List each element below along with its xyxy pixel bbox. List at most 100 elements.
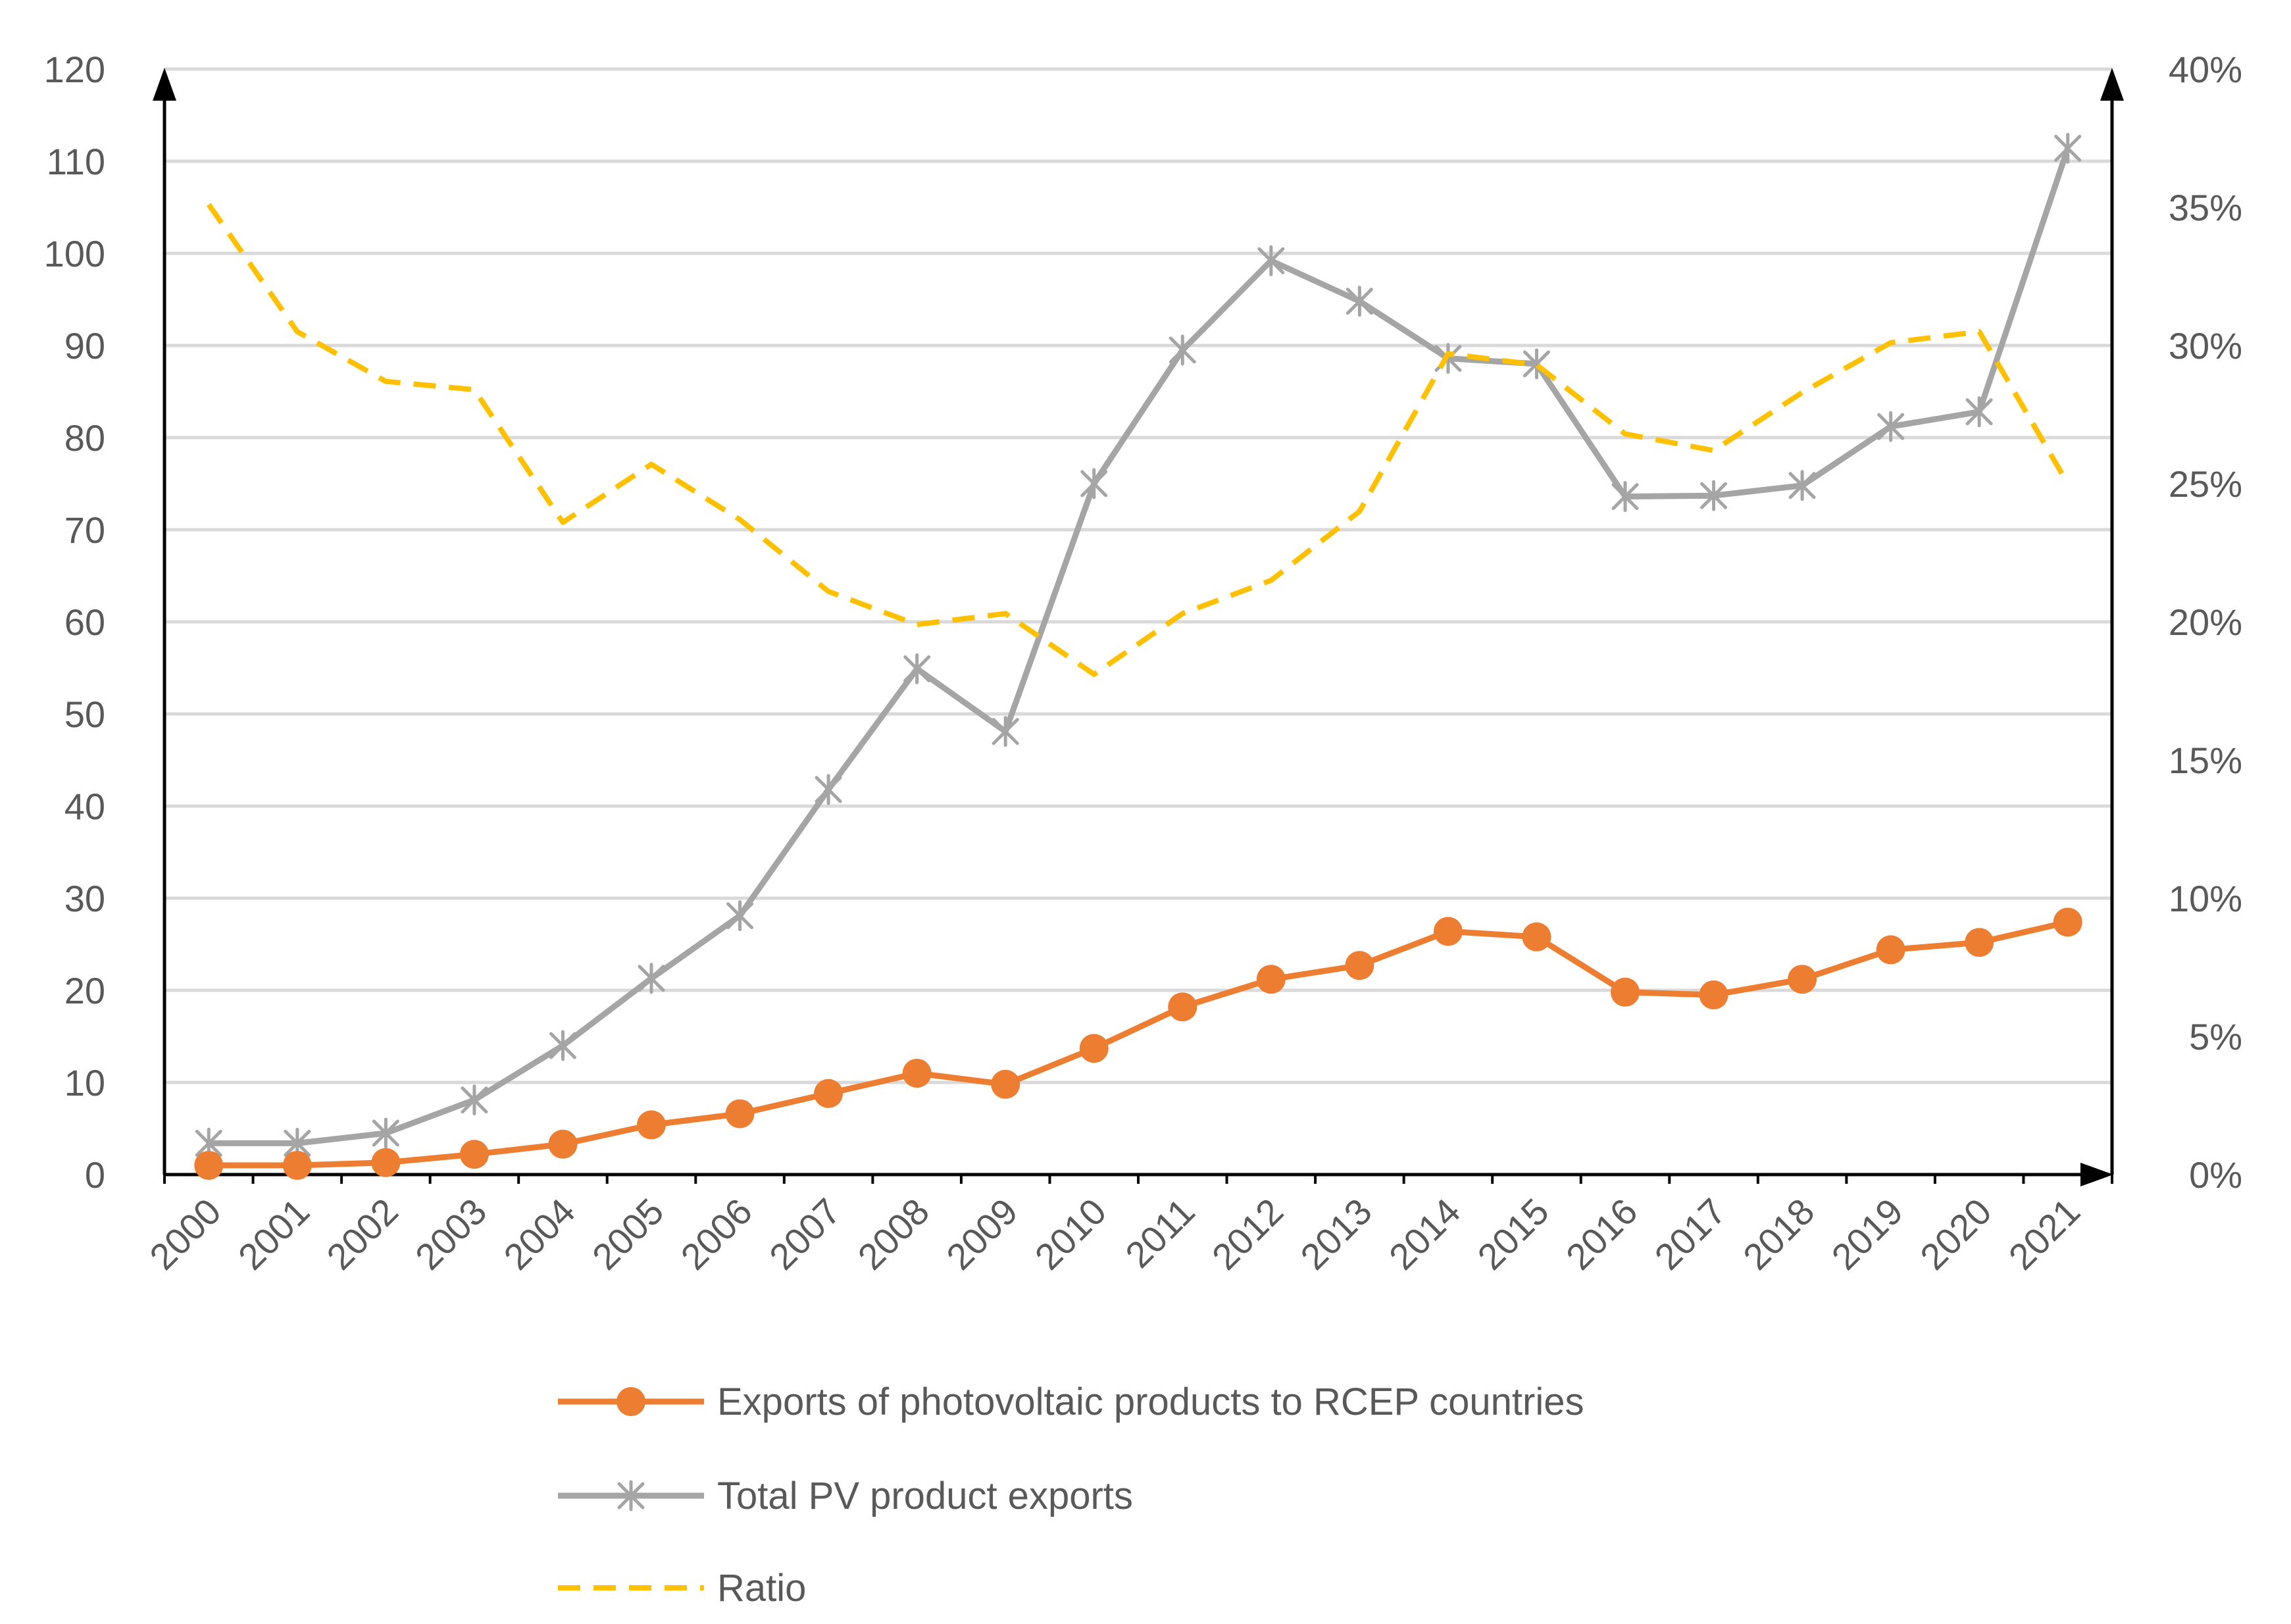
data-point bbox=[372, 1117, 399, 1149]
x-tick-label: 2017 bbox=[1646, 1190, 1734, 1278]
legend-label: Ratio bbox=[717, 1567, 806, 1610]
series-line bbox=[206, 203, 2071, 677]
x-tick-label: 2014 bbox=[1381, 1190, 1469, 1278]
data-point bbox=[638, 963, 665, 994]
data-point bbox=[1788, 965, 1817, 994]
data-point bbox=[903, 653, 931, 684]
data-point bbox=[1965, 396, 1993, 428]
left-axis-tick-label: 90 bbox=[64, 325, 105, 367]
data-point bbox=[992, 716, 1019, 748]
x-tick-label: 2002 bbox=[318, 1190, 406, 1278]
data-point bbox=[371, 1148, 401, 1177]
data-point bbox=[1257, 245, 1285, 276]
data-point bbox=[1080, 468, 1108, 499]
left-axis-tick-label: 20 bbox=[64, 970, 105, 1011]
data-point bbox=[282, 1151, 312, 1180]
x-axis-ticks: 2000 2001 2002 2003 2004 2005 2006 2007 2008 2009… bbox=[141, 1175, 2113, 1278]
data-point bbox=[1345, 951, 1374, 980]
right-axis-tick-label: 5% bbox=[2189, 1016, 2242, 1057]
data-point bbox=[1876, 935, 1905, 965]
x-tick-label: 2019 bbox=[1823, 1190, 1911, 1278]
x-axis-arrow bbox=[2080, 1163, 2113, 1186]
data-point bbox=[902, 1059, 932, 1088]
data-point bbox=[1700, 480, 1728, 511]
left-axis-arrow bbox=[153, 68, 176, 101]
left-axis-tick-label: 100 bbox=[44, 233, 105, 274]
x-tick-label: 2012 bbox=[1204, 1190, 1292, 1278]
series-2 bbox=[206, 203, 2071, 677]
left-axis-tick-label: 110 bbox=[47, 141, 105, 182]
data-point bbox=[1611, 977, 1640, 1007]
series-0 bbox=[194, 907, 2082, 1180]
left-axis-tick-label: 60 bbox=[64, 601, 105, 643]
data-point bbox=[637, 1110, 666, 1140]
left-axis-tick-label: 120 bbox=[44, 49, 105, 90]
left-axis-tick-label: 50 bbox=[64, 694, 105, 735]
data-point bbox=[549, 1030, 576, 1061]
left-axis-tick-label: 70 bbox=[64, 509, 105, 551]
x-tick-label: 2007 bbox=[761, 1190, 849, 1278]
right-axis-ticks: 0% 5% 10% 15% 20% 25% 30% 35% 40% bbox=[2169, 49, 2242, 1196]
data-point bbox=[1346, 286, 1373, 317]
left-axis-tick-label: 40 bbox=[64, 786, 105, 827]
right-axis-tick-label: 40% bbox=[2169, 49, 2242, 90]
x-tick-label: 2013 bbox=[1292, 1190, 1380, 1278]
right-axis-tick-label: 30% bbox=[2169, 325, 2242, 367]
left-axis-tick-label: 80 bbox=[64, 417, 105, 459]
right-axis-tick-label: 35% bbox=[2169, 187, 2242, 228]
data-point bbox=[1169, 334, 1196, 366]
data-point bbox=[725, 1099, 755, 1129]
data-point bbox=[548, 1129, 578, 1159]
data-point bbox=[617, 1387, 645, 1416]
series-line bbox=[209, 919, 2069, 1169]
data-point bbox=[2054, 132, 2082, 164]
gridlines bbox=[164, 67, 2112, 1084]
x-tick-label: 2009 bbox=[938, 1190, 1026, 1278]
data-point bbox=[459, 1140, 489, 1169]
legend-item: Exports of photovoltaic products to RCEP… bbox=[558, 1381, 1584, 1423]
x-tick-label: 2001 bbox=[230, 1190, 318, 1278]
right-axis-tick-label: 25% bbox=[2169, 463, 2242, 505]
data-point bbox=[1788, 470, 1816, 501]
right-axis-tick-label: 10% bbox=[2169, 878, 2242, 919]
x-tick-label: 2020 bbox=[1912, 1190, 2000, 1278]
data-point bbox=[2053, 907, 2082, 937]
x-tick-label: 2018 bbox=[1735, 1190, 1823, 1278]
left-axis-tick-label: 10 bbox=[64, 1062, 105, 1104]
data-point bbox=[461, 1084, 488, 1116]
left-axis-ticks: 0 10 20 30 40 50 60 70 80 90 100 110 120 bbox=[44, 49, 105, 1196]
data-point bbox=[1699, 980, 1728, 1009]
x-tick-label: 2005 bbox=[584, 1190, 672, 1278]
data-point bbox=[1256, 965, 1286, 994]
x-tick-label: 2006 bbox=[672, 1190, 760, 1278]
data-point bbox=[815, 774, 842, 805]
data-point bbox=[726, 900, 754, 932]
x-tick-label: 2021 bbox=[2001, 1190, 2088, 1278]
left-axis-tick-label: 0 bbox=[85, 1154, 105, 1196]
data-point bbox=[991, 1069, 1020, 1099]
right-axis-tick-label: 20% bbox=[2169, 601, 2242, 643]
right-axis-tick-label: 15% bbox=[2169, 740, 2242, 781]
x-tick-label: 2003 bbox=[407, 1190, 495, 1278]
right-axis-arrow bbox=[2100, 68, 2124, 101]
left-axis-tick-label: 30 bbox=[64, 878, 105, 919]
data-point bbox=[194, 1151, 224, 1180]
x-tick-label: 2000 bbox=[141, 1190, 229, 1278]
x-tick-label: 2016 bbox=[1558, 1190, 1646, 1278]
legend-item: Ratio bbox=[558, 1567, 806, 1610]
x-tick-label: 2015 bbox=[1469, 1190, 1557, 1278]
data-point bbox=[617, 1480, 645, 1511]
x-tick-label: 2008 bbox=[849, 1190, 937, 1278]
data-point bbox=[1168, 992, 1197, 1022]
x-tick-label: 2004 bbox=[495, 1190, 583, 1278]
legend-label: Exports of photovoltaic products to RCEP… bbox=[717, 1381, 1584, 1423]
axes bbox=[153, 68, 2124, 1186]
x-tick-label: 2011 bbox=[1117, 1190, 1203, 1276]
data-point bbox=[1079, 1034, 1109, 1063]
right-axis-tick-label: 0% bbox=[2189, 1154, 2242, 1196]
legend: Exports of photovoltaic products to RCEP… bbox=[558, 1381, 1584, 1610]
data-point bbox=[1433, 917, 1463, 946]
data-point bbox=[1611, 481, 1639, 513]
legend-label: Total PV product exports bbox=[717, 1475, 1133, 1517]
